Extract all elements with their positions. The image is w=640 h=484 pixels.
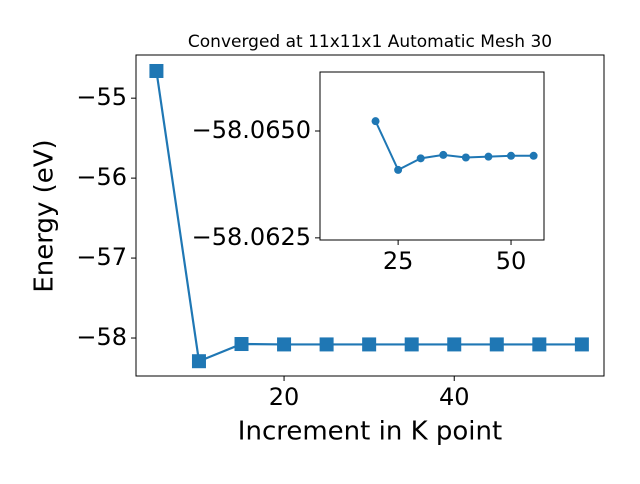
data-point [529, 151, 538, 160]
y-tick-label: −58 [76, 323, 127, 351]
data-point [489, 337, 504, 352]
data-point [574, 337, 589, 352]
y-axis-label: Energy (eV) [30, 139, 60, 292]
data-point [461, 153, 470, 162]
y-tick-label: −57 [76, 243, 127, 271]
data-point [149, 63, 164, 78]
y-tick-label: −56 [76, 163, 127, 191]
plot-frame [319, 71, 545, 241]
plot-group [371, 117, 538, 174]
data-point [532, 337, 547, 352]
x-axis-label: Increment in K point [238, 417, 502, 447]
plot-frame [135, 54, 605, 377]
data-point [371, 117, 380, 126]
y-tick-label: −55 [76, 83, 127, 111]
plot-group [149, 63, 589, 369]
x-tick-label: 40 [439, 383, 470, 411]
x-tick-label: 50 [496, 247, 527, 275]
x-tick-label: 20 [269, 383, 300, 411]
data-point [484, 152, 493, 161]
data-point [507, 151, 516, 160]
data-point [319, 337, 334, 352]
data-point [277, 337, 292, 352]
data-point [416, 154, 425, 163]
data-point [439, 150, 448, 159]
data-point [191, 354, 206, 369]
data-point [394, 165, 403, 174]
x-tick-label: 25 [383, 247, 414, 275]
data-point [447, 337, 462, 352]
data-point [362, 337, 377, 352]
chart-title: Converged at 11x11x1 Automatic Mesh 30 [188, 32, 552, 52]
data-point [404, 337, 419, 352]
y-tick-label: −58.0650 [192, 116, 311, 144]
y-tick-label: −58.0625 [192, 223, 311, 251]
data-point [234, 337, 249, 352]
